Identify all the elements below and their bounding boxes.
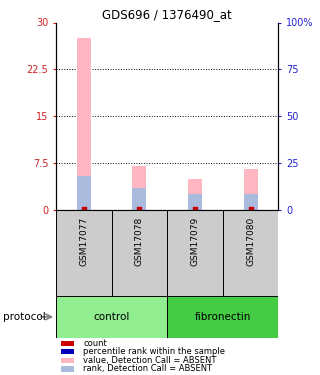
Bar (77, 38, 91, 210)
Bar (167, 210, 223, 296)
Point (248, 206, 253, 212)
Bar (223, 210, 278, 296)
Bar (132, 188, 146, 210)
Text: GSM17078: GSM17078 (135, 217, 144, 266)
Bar (56, 210, 112, 296)
Text: protocol: protocol (3, 312, 46, 322)
Text: count: count (83, 339, 107, 348)
Text: fibronectin: fibronectin (195, 312, 251, 322)
Text: GSM17077: GSM17077 (79, 217, 88, 266)
Text: rank, Detection Call = ABSENT: rank, Detection Call = ABSENT (83, 364, 212, 374)
Point (192, 206, 197, 212)
Bar (188, 194, 202, 210)
Bar (167, 296, 278, 338)
Bar (132, 166, 146, 210)
Bar (244, 194, 258, 210)
Bar (77, 176, 91, 210)
Point (81, 206, 86, 212)
Title: GDS696 / 1376490_at: GDS696 / 1376490_at (102, 8, 232, 21)
Bar (188, 179, 202, 210)
Bar (56, 296, 167, 338)
Bar (244, 170, 258, 210)
Text: value, Detection Call = ABSENT: value, Detection Call = ABSENT (83, 356, 217, 365)
Text: GSM17080: GSM17080 (246, 217, 255, 266)
Text: GSM17079: GSM17079 (190, 217, 199, 266)
Bar (112, 210, 167, 296)
Point (137, 206, 142, 212)
Text: percentile rank within the sample: percentile rank within the sample (83, 347, 225, 356)
Text: control: control (93, 312, 130, 322)
